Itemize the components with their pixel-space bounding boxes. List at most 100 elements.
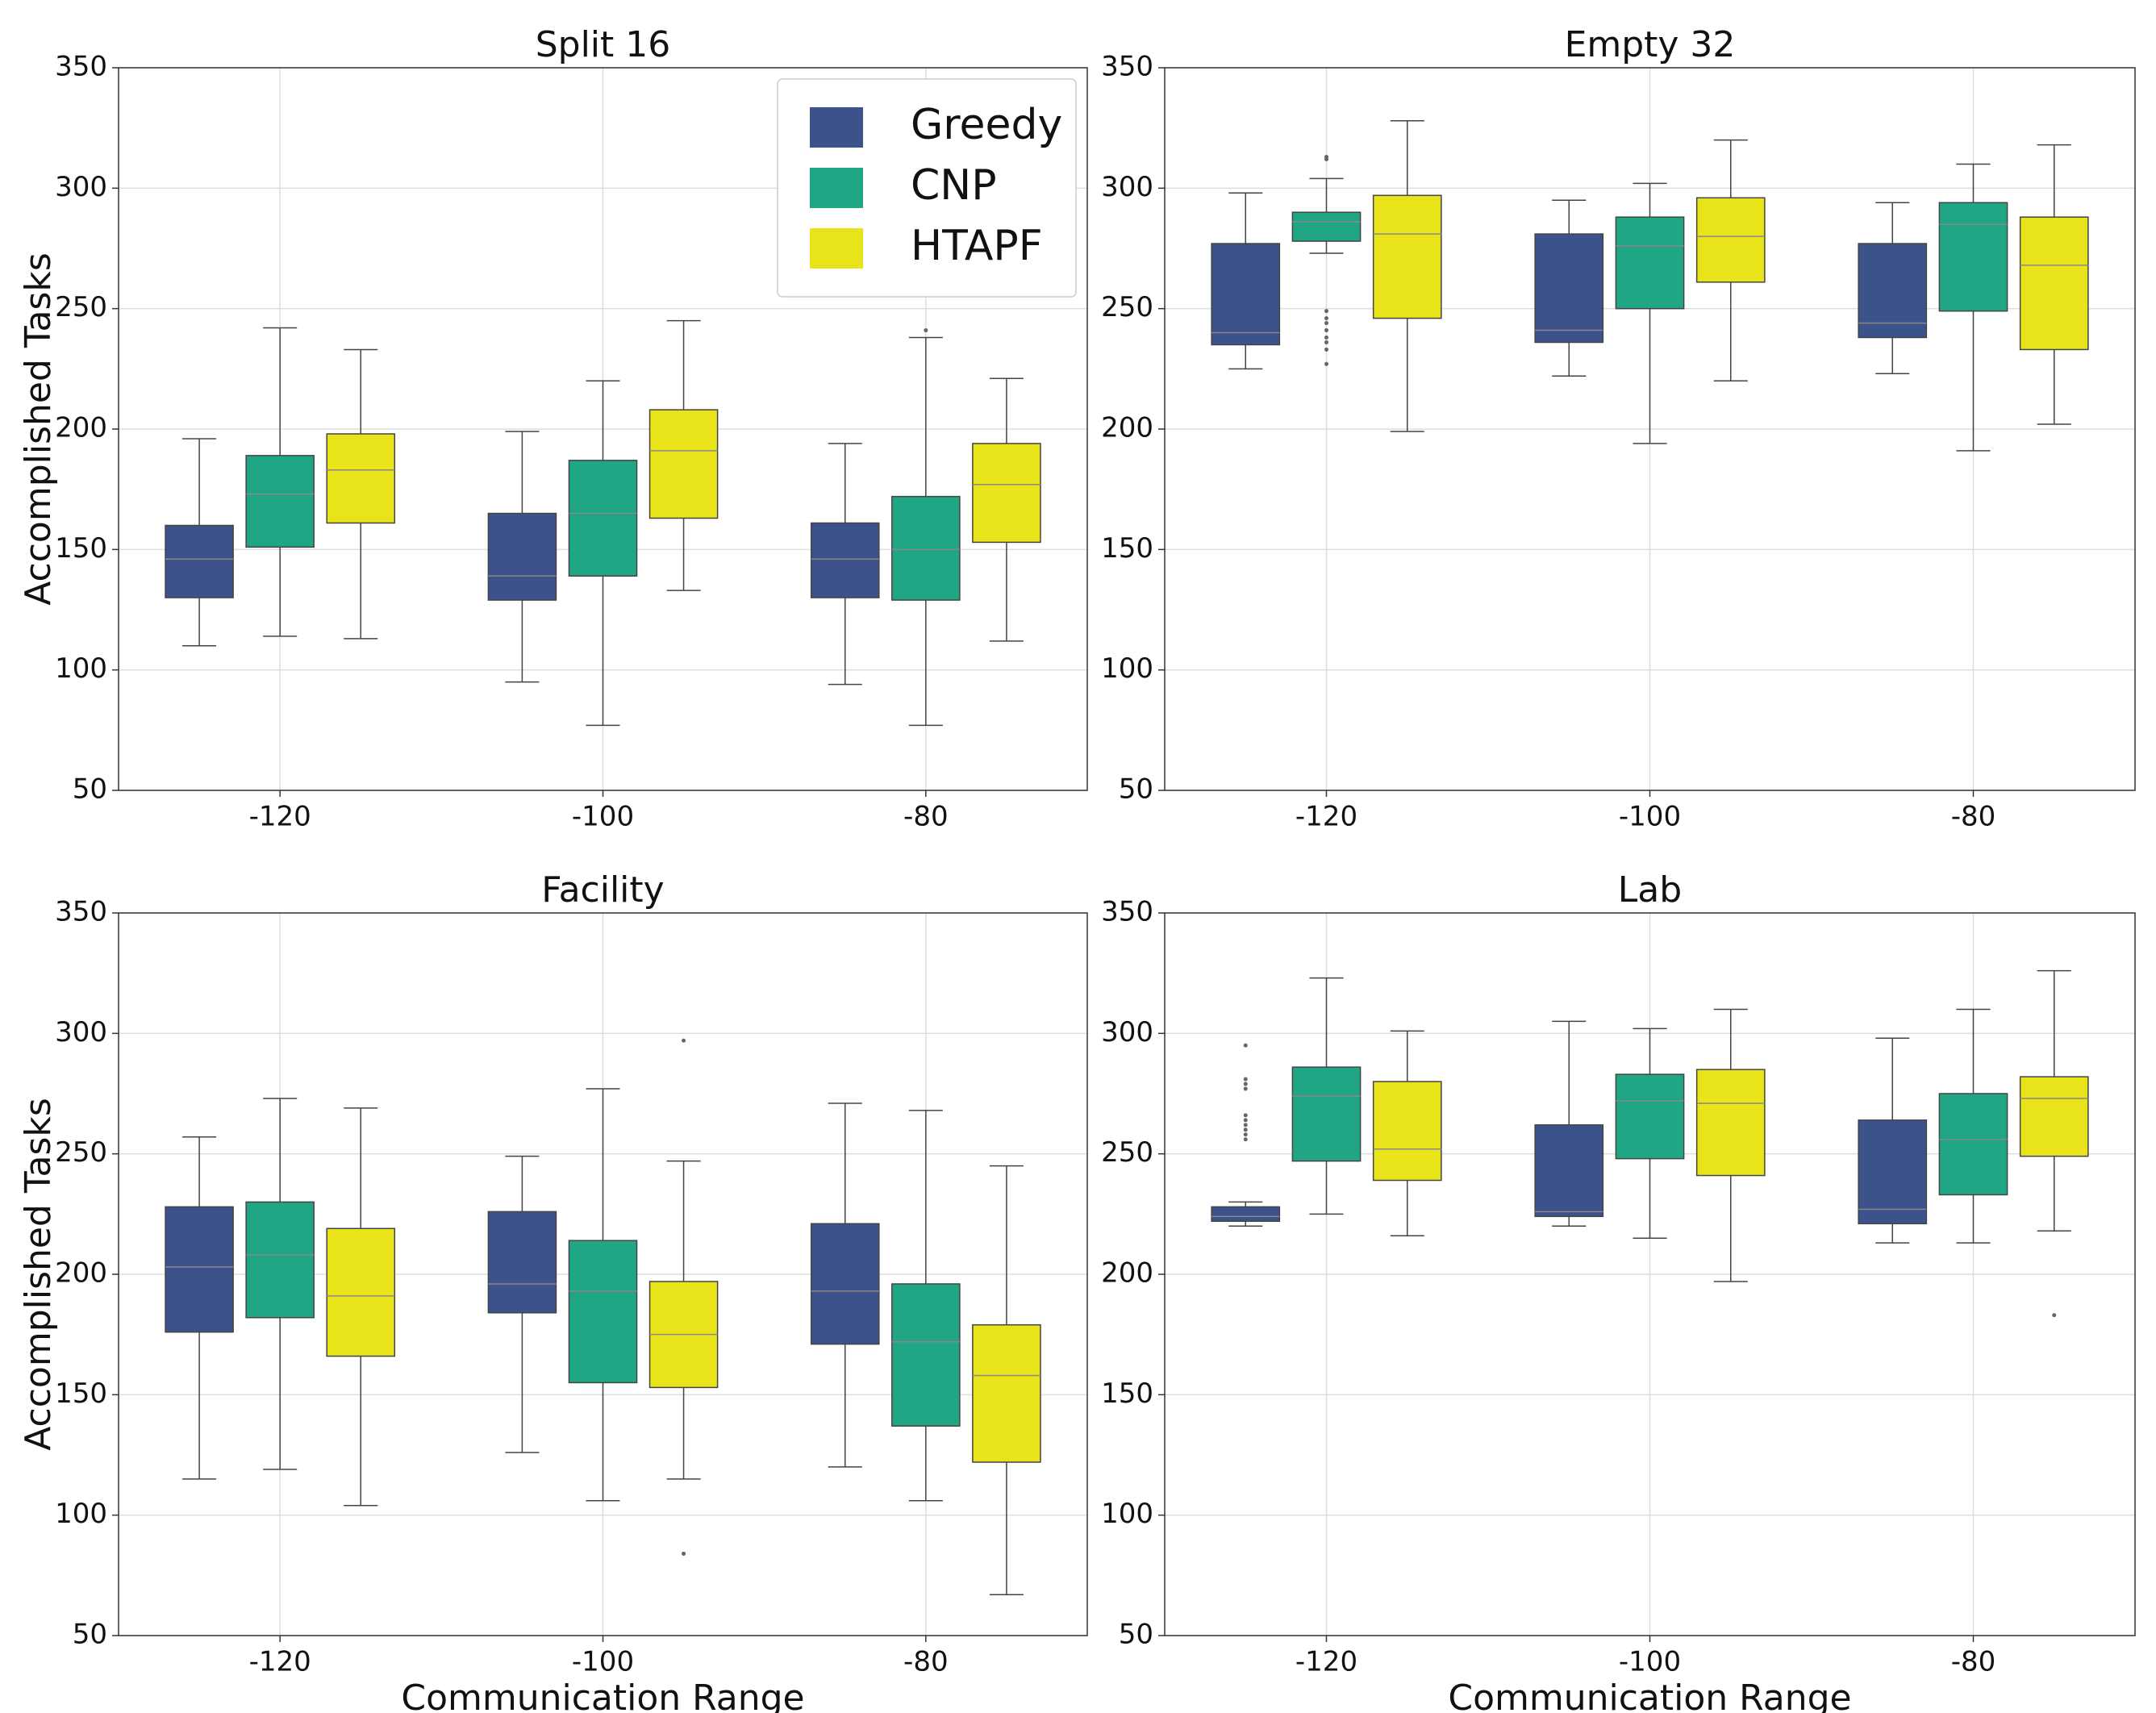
plot-frame [118, 912, 1088, 1636]
x-tick-label: -100 [1619, 801, 1681, 833]
y-tick-label: 100 [1101, 652, 1153, 685]
x-tick-label: -120 [1295, 801, 1357, 833]
box [245, 455, 315, 548]
y-tick-label: 350 [55, 896, 107, 928]
box [1534, 1124, 1604, 1218]
plot-frame [1164, 912, 2136, 1636]
x-tick-label: -80 [1951, 801, 1996, 833]
outlier [1243, 1113, 1248, 1118]
outlier [1243, 1118, 1248, 1123]
box [1372, 1081, 1442, 1182]
y-tick-label: 150 [1101, 1377, 1153, 1410]
box [1534, 233, 1604, 344]
box [2019, 1076, 2089, 1157]
outlier [682, 1038, 686, 1043]
box [1695, 197, 1766, 283]
box [165, 1206, 234, 1333]
outlier [1243, 1043, 1248, 1048]
y-tick-label: 300 [1101, 1016, 1153, 1048]
box [2019, 216, 2089, 351]
y-tick-label: 250 [1101, 1136, 1153, 1169]
box [1291, 1066, 1362, 1162]
legend-swatch [810, 228, 863, 269]
x-tick-label: -80 [903, 1646, 949, 1678]
box [487, 1211, 557, 1314]
x-tick-label: -100 [572, 1646, 634, 1678]
box [891, 1283, 961, 1427]
legend-swatch [810, 168, 863, 208]
outlier [1324, 336, 1328, 340]
y-tick-label: 250 [55, 1136, 107, 1169]
plot-frame [1164, 67, 2136, 791]
y-tick-label: 150 [55, 1377, 107, 1410]
y-tick-label: 100 [55, 652, 107, 685]
box [891, 495, 961, 601]
x-tick-label: -120 [249, 801, 311, 833]
box [810, 1223, 880, 1345]
x-tick-label: -100 [572, 801, 634, 833]
y-tick-label: 300 [55, 171, 107, 203]
x-tick-label: -120 [249, 1646, 311, 1678]
box [1858, 1119, 1928, 1225]
y-tick-label: 150 [1101, 532, 1153, 565]
outlier [1243, 1137, 1248, 1142]
outlier [1324, 340, 1328, 344]
box [568, 460, 638, 577]
y-tick-label: 200 [55, 1257, 107, 1290]
outlier [1324, 328, 1328, 333]
box [1615, 216, 1685, 310]
chart-title: Split 16 [536, 24, 671, 65]
outlier [1324, 361, 1328, 366]
chart-title: Lab [1618, 869, 1682, 911]
x-tick-label: -100 [1619, 1646, 1681, 1678]
box [165, 524, 234, 598]
box [245, 1201, 315, 1319]
plot-frame [118, 67, 1088, 791]
y-tick-label: 100 [55, 1498, 107, 1530]
outlier [682, 1551, 686, 1556]
box [1211, 1206, 1281, 1223]
x-tick-label: -120 [1295, 1646, 1357, 1678]
box [972, 443, 1041, 544]
y-tick-label: 250 [55, 291, 107, 323]
outlier [1324, 321, 1328, 326]
legend-swatch [810, 107, 863, 148]
box [1211, 243, 1281, 346]
x-axis-label: Communication Range [401, 1678, 804, 1713]
outlier [1243, 1077, 1248, 1082]
box [1291, 211, 1362, 242]
outlier [1243, 1082, 1248, 1086]
y-tick-label: 350 [55, 51, 107, 83]
y-tick-label: 350 [1101, 896, 1153, 928]
y-tick-label: 50 [73, 1619, 107, 1651]
y-tick-label: 200 [1101, 1257, 1153, 1290]
box [487, 512, 557, 601]
box [972, 1323, 1041, 1463]
outlier [1243, 1127, 1248, 1132]
box [568, 1240, 638, 1384]
box [648, 409, 719, 519]
outlier [1324, 347, 1328, 352]
legend-label: Greedy [911, 101, 1062, 149]
box [1938, 1093, 2008, 1196]
box [1372, 194, 1442, 319]
y-tick-label: 300 [1101, 171, 1153, 203]
y-tick-label: 200 [1101, 412, 1153, 444]
outlier [1243, 1123, 1248, 1127]
y-tick-label: 300 [55, 1016, 107, 1048]
x-tick-label: -80 [903, 801, 949, 833]
y-tick-label: 100 [1101, 1498, 1153, 1530]
legend-label: CNP [911, 161, 997, 210]
y-tick-label: 250 [1101, 291, 1153, 323]
y-tick-label: 50 [1119, 773, 1153, 806]
box [326, 433, 396, 524]
box [1858, 243, 1928, 339]
y-tick-label: 350 [1101, 51, 1153, 83]
outlier [1243, 1086, 1248, 1091]
box [1695, 1069, 1766, 1177]
box [326, 1227, 396, 1357]
outlier [1324, 309, 1328, 314]
x-tick-label: -80 [1951, 1646, 1996, 1678]
x-axis-label: Communication Range [1448, 1678, 1851, 1713]
